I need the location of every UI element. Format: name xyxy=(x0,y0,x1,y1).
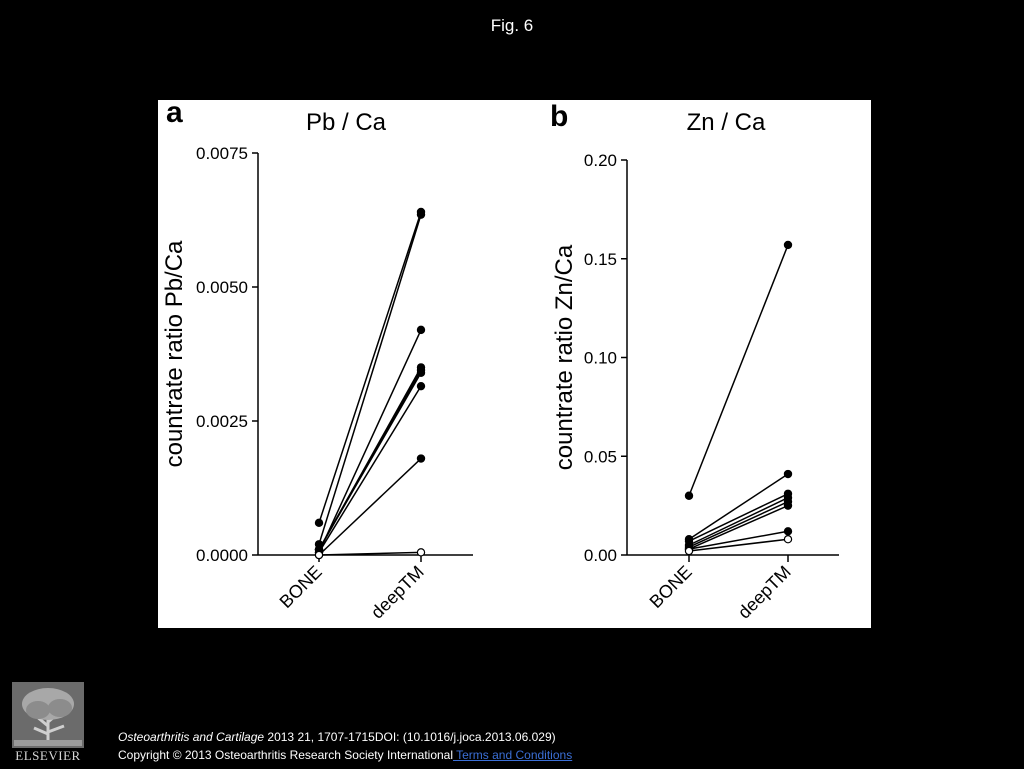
series-segment xyxy=(318,214,422,545)
series-segment xyxy=(318,329,422,553)
y-tick-label: 0.20 xyxy=(584,151,617,170)
data-point xyxy=(416,381,426,391)
data-point xyxy=(783,501,793,510)
y-tick-label: 0.05 xyxy=(584,447,617,466)
series-line xyxy=(314,548,426,560)
series-segment xyxy=(688,530,789,550)
copyright-text: Copyright © 2013 Osteoarthritis Research… xyxy=(118,748,454,762)
data-point xyxy=(314,550,324,560)
data-point xyxy=(684,491,694,500)
series-segment xyxy=(318,551,422,556)
citation-block: Osteoarthritis and Cartilage 2013 21, 17… xyxy=(118,728,572,764)
series-line xyxy=(684,489,793,546)
series-segment xyxy=(688,497,789,546)
series-segment xyxy=(688,504,789,550)
y-tick-label: 0.0075 xyxy=(196,144,248,163)
series-segment xyxy=(688,538,789,552)
data-point xyxy=(783,240,793,250)
figure-label: Fig. 6 xyxy=(490,16,534,35)
y-tick-label: 0.0025 xyxy=(196,412,248,431)
terms-and-conditions-link[interactable]: Terms and Conditions xyxy=(453,748,573,762)
series-segment xyxy=(688,244,789,497)
y-tick-label: 0.15 xyxy=(584,250,617,269)
figure-panel: a Pb / Ca countrate ratio Pb/Ca 0.0000 0.002… xyxy=(158,100,871,628)
data-point xyxy=(684,546,694,556)
chart-panel-a: a Pb / Ca countrate ratio Pb/Ca 0.0000 0.002… xyxy=(161,100,473,623)
elsevier-tree-icon: ELSEVIER xyxy=(12,682,84,763)
series-line xyxy=(314,210,426,549)
series-line xyxy=(684,535,793,556)
chart-title: Zn / Ca xyxy=(687,109,766,136)
chart-panel-b: b Zn / Ca countrate ratio Zn/Ca 0.00 0.05 0.1… xyxy=(550,100,839,623)
panel-letter: a xyxy=(166,100,183,129)
data-point xyxy=(783,527,793,536)
series-segment xyxy=(318,457,422,556)
series-segment xyxy=(688,473,789,540)
y-tick-label: 0.00 xyxy=(584,546,617,565)
x-tick-label: BONE xyxy=(646,562,696,612)
data-point xyxy=(416,454,426,463)
chart-canvas: a Pb / Ca countrate ratio Pb/Ca 0.0000 0.002… xyxy=(161,100,839,623)
data-point xyxy=(416,548,426,557)
citation-reference: Osteoarthritis and Cartilage 2013 21, 17… xyxy=(118,728,572,746)
series-line xyxy=(314,325,426,557)
series-segment xyxy=(688,500,789,548)
y-tick-label: 0.0050 xyxy=(196,278,248,297)
copyright-line: Copyright © 2013 Osteoarthritis Research… xyxy=(118,746,572,764)
x-tick-label: BONE xyxy=(276,562,326,612)
series-line xyxy=(314,381,426,557)
data-point xyxy=(416,325,426,335)
data-point xyxy=(783,535,793,544)
journal-name: Osteoarthritis and Cartilage xyxy=(118,730,265,744)
series-segment xyxy=(318,211,422,524)
elsevier-logo: ELSEVIER xyxy=(8,680,88,764)
x-tick-label: deepTM xyxy=(734,562,795,623)
svg-text:ELSEVIER: ELSEVIER xyxy=(15,748,80,763)
y-tick-label: 0.10 xyxy=(584,349,617,368)
series-segment xyxy=(318,385,422,553)
series-line xyxy=(684,240,793,500)
y-axis-label: countrate ratio Pb/Ca xyxy=(161,240,188,467)
series-segment xyxy=(688,493,789,542)
chart-title: Pb / Ca xyxy=(306,109,387,136)
panel-letter: b xyxy=(550,100,568,133)
y-tick-label: 0.0000 xyxy=(196,546,248,565)
data-point xyxy=(314,518,324,528)
citation-details: 2013 21, 1707-1715DOI: (10.1016/j.joca.2… xyxy=(264,730,556,744)
series-segment xyxy=(318,372,422,551)
y-axis-label: countrate ratio Zn/Ca xyxy=(551,244,578,470)
data-point xyxy=(416,210,426,219)
data-point xyxy=(783,469,793,479)
x-tick-label: deepTM xyxy=(367,562,428,623)
data-point xyxy=(416,368,426,377)
